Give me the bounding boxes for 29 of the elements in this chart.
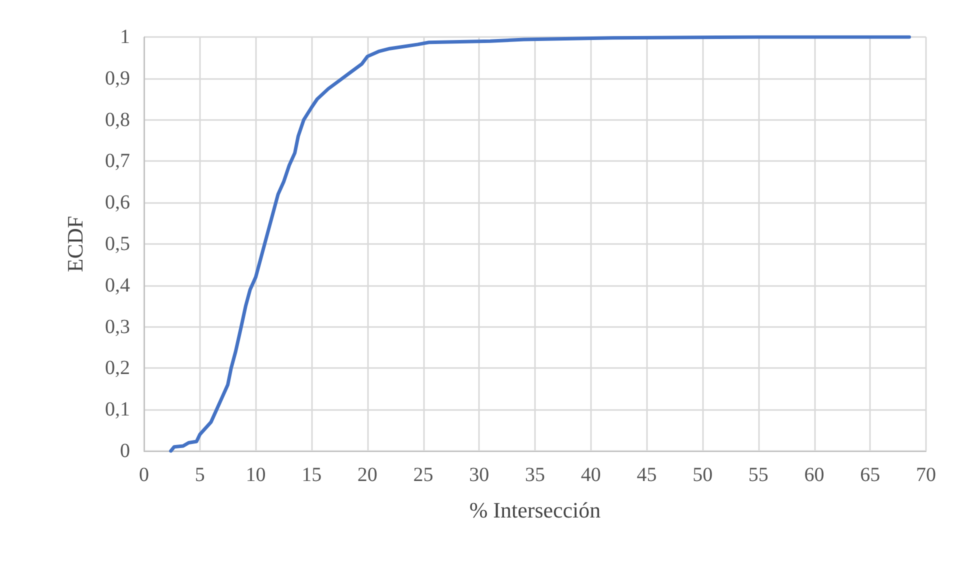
x-axis-title: % Intersección <box>469 498 601 522</box>
x-tick-label: 70 <box>916 464 936 486</box>
y-tick-label: 0,4 <box>105 274 130 296</box>
y-tick-label: 1 <box>120 26 130 48</box>
x-tick-label: 30 <box>469 464 490 486</box>
x-tick-label: 35 <box>525 464 545 486</box>
x-tick-label: 55 <box>748 464 768 486</box>
x-tick-label: 0 <box>139 464 149 486</box>
x-tick-label: 45 <box>636 464 657 486</box>
y-tick-label: 0,5 <box>105 233 130 255</box>
y-tick-label: 0,6 <box>105 192 130 214</box>
line-series <box>169 35 911 453</box>
x-tick-label: 15 <box>302 464 322 486</box>
y-tick-label: 0,8 <box>105 108 130 131</box>
x-tick-label: 10 <box>246 464 266 486</box>
y-tick-label: 0 <box>120 440 130 462</box>
x-tick-label: 5 <box>194 464 205 486</box>
y-tick-label: 0,9 <box>105 67 130 90</box>
y-tick-label: 0,3 <box>105 316 130 338</box>
x-tick-label: 60 <box>804 464 824 486</box>
x-tick-label: 65 <box>860 464 880 486</box>
y-tick-label: 0,2 <box>105 357 130 380</box>
x-tick-label: 50 <box>692 464 713 486</box>
y-tick-label: 0,7 <box>105 150 130 172</box>
x-tick-label: 20 <box>357 464 378 486</box>
y-tick-label: 0,1 <box>105 398 130 421</box>
y-axis-title: ECDF <box>62 216 88 272</box>
x-tick-label: 40 <box>580 464 601 486</box>
x-tick-label: 25 <box>413 464 434 486</box>
